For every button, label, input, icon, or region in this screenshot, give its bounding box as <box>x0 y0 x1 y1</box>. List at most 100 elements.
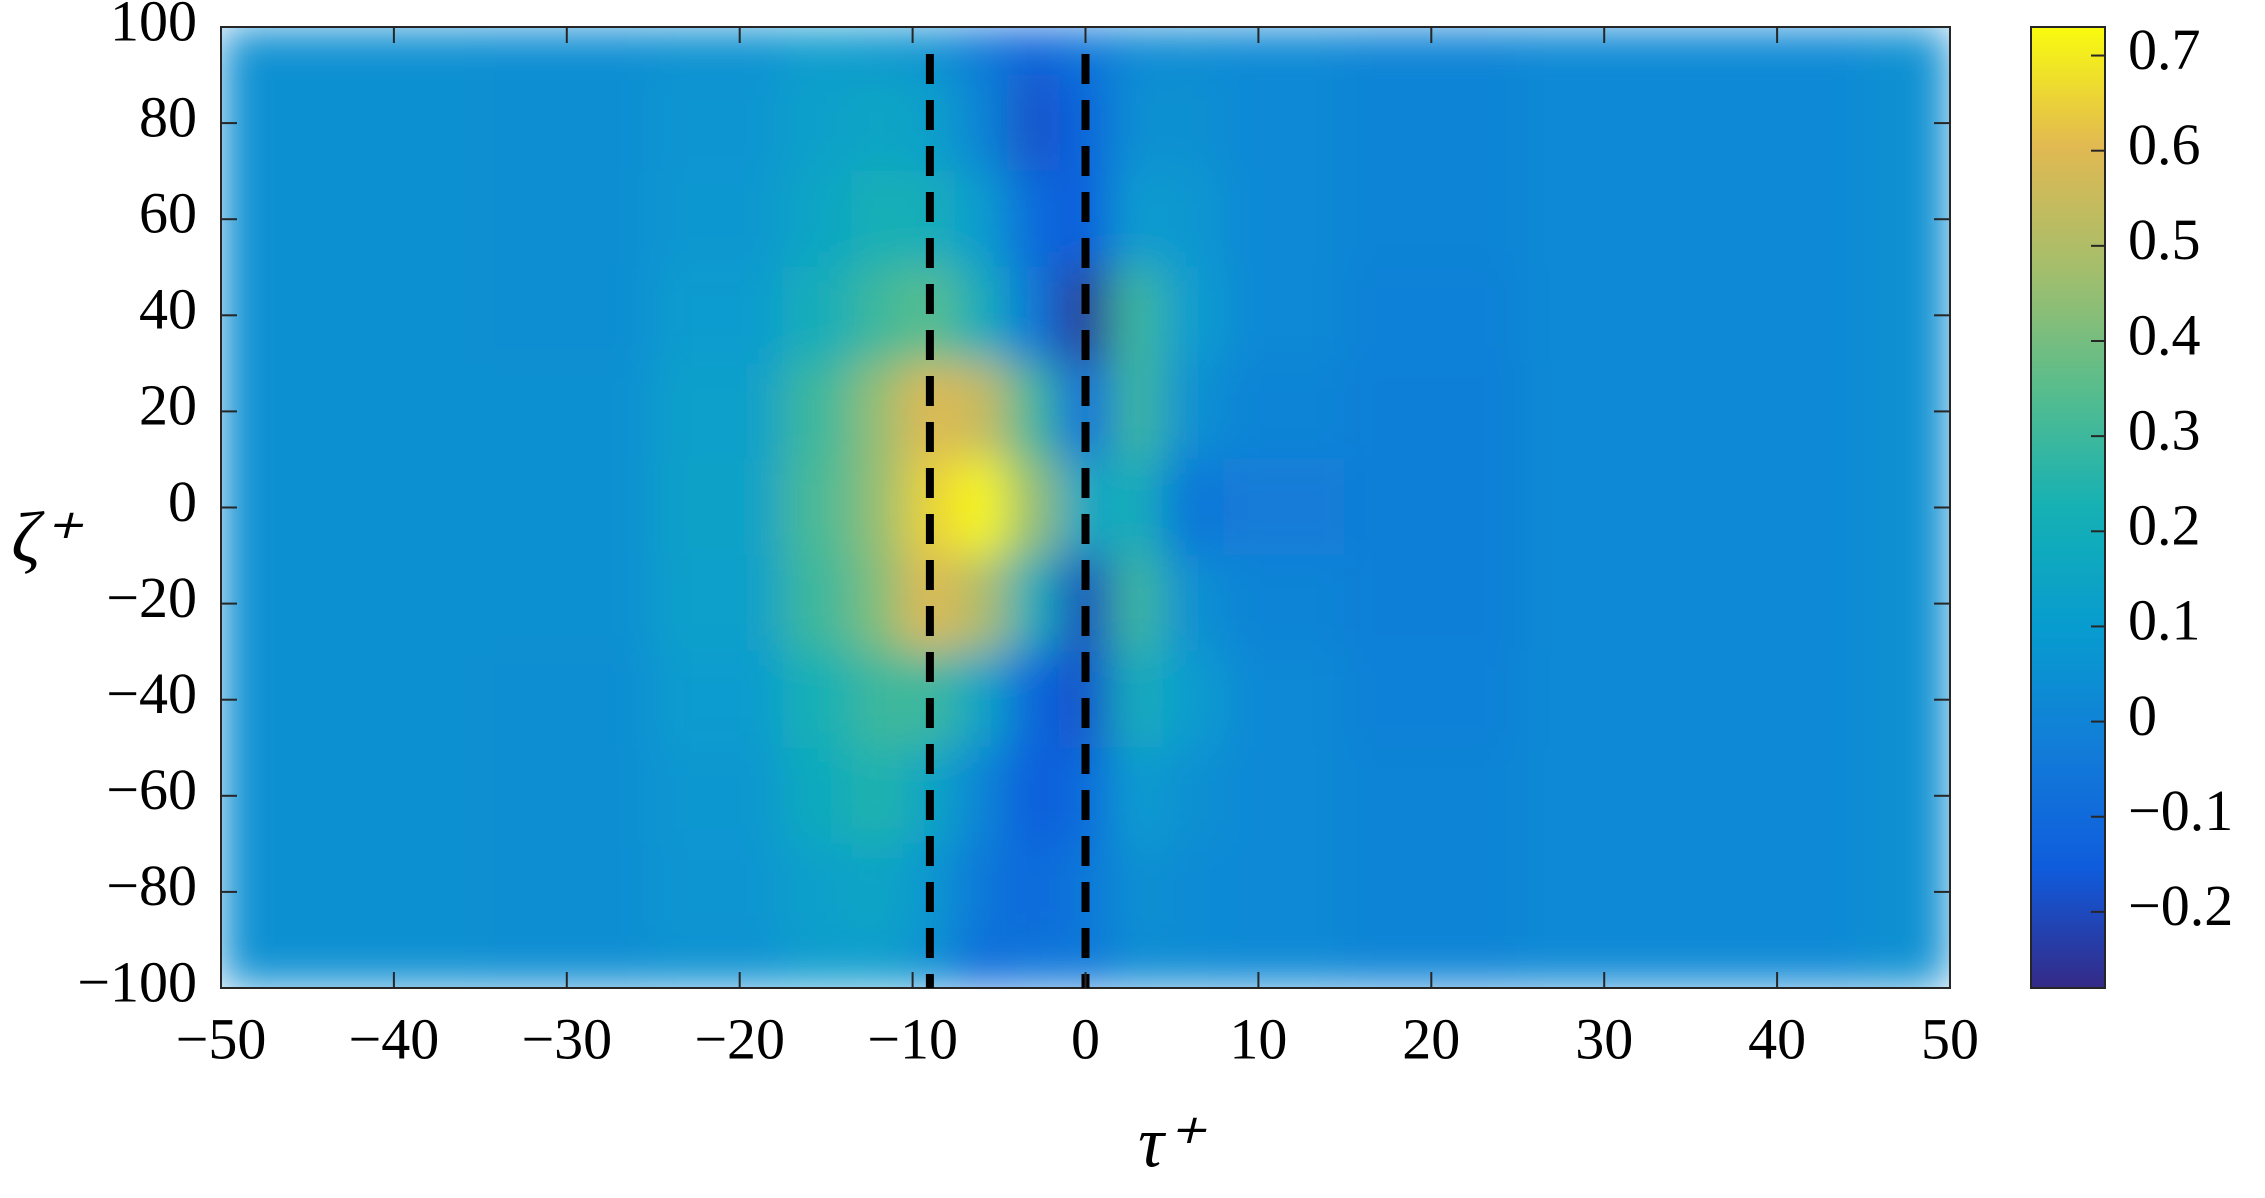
heatmap-cell <box>1110 555 1164 653</box>
heatmap-cell <box>221 939 308 988</box>
heatmap-cell <box>1223 74 1346 172</box>
colorbar-tick-label: 0.4 <box>2128 302 2201 367</box>
heatmap-cell <box>1110 458 1164 557</box>
heatmap-cell <box>306 170 481 268</box>
y-tick-label: 80 <box>139 84 197 149</box>
y-tick-label: 60 <box>139 181 197 246</box>
heatmap-cell <box>1007 555 1061 653</box>
heatmap-cell <box>1110 170 1164 268</box>
x-tick-label: 20 <box>1402 1006 1460 1071</box>
heatmap-cell <box>782 939 853 988</box>
colorbar-tick-label: 0.2 <box>2128 493 2201 558</box>
heatmap-cell <box>1223 651 1346 749</box>
y-tick-label: 40 <box>139 277 197 342</box>
x-tick-label: 40 <box>1748 1006 1806 1071</box>
heatmap <box>221 27 1950 988</box>
heatmap-cell <box>652 170 784 268</box>
heatmap-cell <box>652 843 784 941</box>
heatmap-cell <box>479 362 654 460</box>
heatmap-cell <box>851 939 905 988</box>
heatmap-cell <box>306 74 481 172</box>
heatmap-cell <box>1007 939 1061 988</box>
heatmap-cell <box>1517 458 1692 557</box>
heatmap-cell <box>955 843 1009 941</box>
heatmap-cell <box>1162 651 1225 749</box>
heatmap-cell <box>955 27 1009 76</box>
heatmap-cell <box>1344 458 1519 557</box>
colorbar-tick-label: 0.1 <box>2128 588 2201 653</box>
heatmap-cell <box>782 555 853 653</box>
heatmap-cell <box>782 27 853 76</box>
heatmap-cell <box>1690 651 1865 749</box>
heatmap-cell <box>1007 27 1061 76</box>
heatmap-cell <box>1007 747 1061 845</box>
heatmap-cell <box>479 555 654 653</box>
heatmap-cell <box>955 458 1009 557</box>
heatmap-cell <box>652 458 784 557</box>
x-axis-label: τ⁺ <box>1138 1103 1207 1183</box>
heatmap-cell <box>1223 747 1346 845</box>
heatmap-cell <box>1162 939 1225 988</box>
heatmap-cell <box>652 27 784 76</box>
colorbar-tick-label: −0.2 <box>2128 873 2233 938</box>
heatmap-cell <box>1344 747 1519 845</box>
heatmap-cell <box>851 170 905 268</box>
heatmap-cell <box>1110 266 1164 364</box>
heatmap-cell <box>1690 747 1865 845</box>
heatmap-cell <box>851 266 905 364</box>
heatmap-cell <box>851 843 905 941</box>
heatmap-cell <box>1110 74 1164 172</box>
heatmap-cell <box>782 843 853 941</box>
heatmap-cell <box>652 555 784 653</box>
x-tick-label: −40 <box>349 1006 440 1071</box>
heatmap-cell <box>479 747 654 845</box>
heatmap-cell <box>1517 266 1692 364</box>
x-tick-label: 50 <box>1921 1006 1979 1071</box>
heatmap-cell <box>1690 362 1865 460</box>
heatmap-cell <box>1162 74 1225 172</box>
y-tick-label: 100 <box>110 0 197 53</box>
heatmap-cell <box>782 458 853 557</box>
heatmap-cell <box>306 458 481 557</box>
heatmap-cell <box>652 651 784 749</box>
heatmap-cell <box>1344 74 1519 172</box>
heatmap-cell <box>955 747 1009 845</box>
heatmap-cell <box>955 651 1009 749</box>
heatmap-cell <box>1690 843 1865 941</box>
y-tick-label: −100 <box>77 949 197 1014</box>
heatmap-cell <box>1162 747 1225 845</box>
heatmap-cell <box>1162 843 1225 941</box>
heatmap-cell <box>479 651 654 749</box>
heatmap-cell <box>306 266 481 364</box>
heatmap-cell <box>221 27 308 76</box>
heatmap-cell <box>652 74 784 172</box>
heatmap-cell <box>851 747 905 845</box>
heatmap-cell <box>1517 170 1692 268</box>
x-tick-label: −10 <box>867 1006 958 1071</box>
heatmap-cell <box>1344 170 1519 268</box>
heatmap-cell <box>1110 747 1164 845</box>
heatmap-cell <box>1223 266 1346 364</box>
y-tick-label: −20 <box>106 565 197 630</box>
heatmap-cell <box>306 747 481 845</box>
heatmap-cell <box>955 362 1009 460</box>
x-tick-label: −30 <box>521 1006 612 1071</box>
heatmap-cell <box>1344 651 1519 749</box>
colorbar-tick-label: 0 <box>2128 683 2157 748</box>
heatmap-cell <box>782 74 853 172</box>
heatmap-cell <box>1517 362 1692 460</box>
y-tick-label: −40 <box>106 661 197 726</box>
x-tick-label: 30 <box>1575 1006 1633 1071</box>
colorbar-tick-label: −0.1 <box>2128 778 2233 843</box>
heatmap-cell <box>1344 843 1519 941</box>
heatmap-cell <box>652 362 784 460</box>
heatmap-cell <box>1007 74 1061 172</box>
heatmap-cell <box>479 74 654 172</box>
colorbar-tick-label: 0.7 <box>2128 17 2201 82</box>
heatmap-cell <box>1110 27 1164 76</box>
heatmap-cell <box>1517 555 1692 653</box>
heatmap-cell <box>955 266 1009 364</box>
heatmap-cell <box>782 362 853 460</box>
heatmap-cell <box>782 170 853 268</box>
